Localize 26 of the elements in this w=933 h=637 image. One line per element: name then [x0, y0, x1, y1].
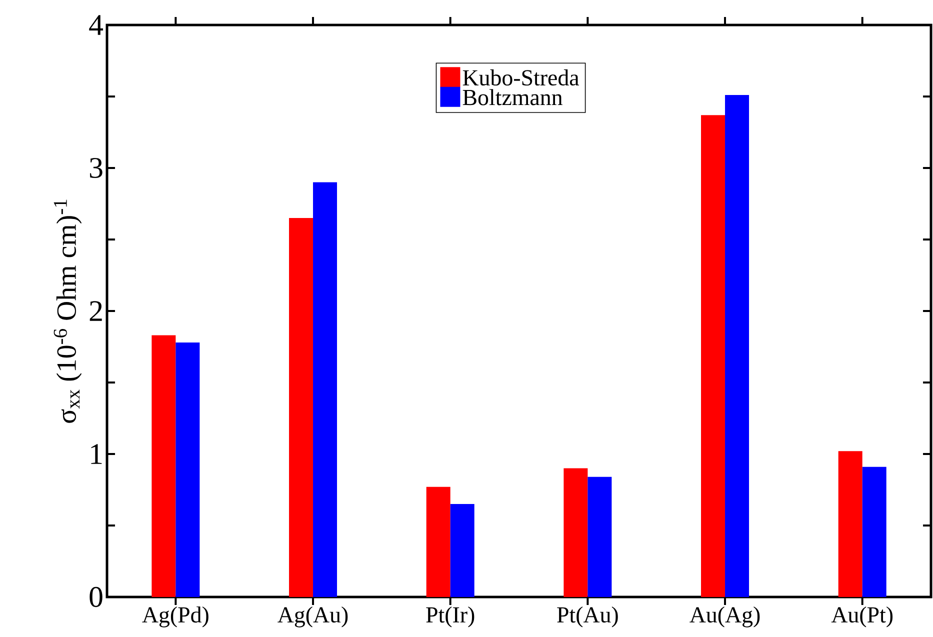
y-tick-label: 0: [90, 586, 102, 608]
bar: [152, 335, 176, 597]
y-tick-label: 4: [89, 15, 104, 35]
bar: [313, 182, 338, 597]
x-tick-label: Ag(Pd): [142, 606, 208, 628]
bar: [176, 342, 200, 597]
bar: [289, 218, 314, 597]
y-tick-label: 1: [91, 444, 102, 464]
bar: [426, 486, 450, 597]
x-tick-label: Pt(Ir): [426, 606, 474, 628]
legend-label: Boltzmann: [462, 89, 562, 106]
bar: [725, 95, 750, 597]
bar: [838, 451, 862, 597]
x-tick-label: Ag(Au): [278, 606, 348, 628]
bar: [862, 466, 886, 597]
x-tick-label: Au(Pt): [831, 606, 893, 628]
x-tick-label: Au(Ag): [690, 606, 760, 628]
bar: [701, 115, 726, 597]
legend-label: Kubo-Streda: [462, 69, 580, 86]
bar: [564, 468, 588, 597]
y-tick-label: 2: [90, 301, 102, 321]
y-tick-label: 3: [90, 158, 102, 178]
x-tick-label: Pt(Au): [557, 606, 618, 628]
bar: [450, 504, 474, 597]
bar: [588, 476, 612, 597]
y-axis-title: σ$_{xx}$ (10$^{-6}$ Ohm cm)$^{-1}$: [54, 200, 82, 423]
